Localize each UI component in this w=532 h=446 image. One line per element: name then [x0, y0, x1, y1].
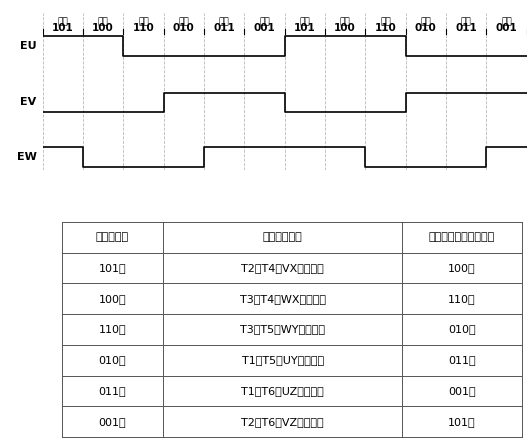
- Text: 001。: 001。: [99, 417, 126, 427]
- Text: 100。: 100。: [99, 293, 126, 304]
- Text: EW: EW: [16, 152, 37, 161]
- Text: EU: EU: [20, 41, 37, 51]
- Text: T1、T5（UY为高）。: T1、T5（UY为高）。: [242, 355, 324, 365]
- Text: T1、T6（UZ为高）。: T1、T6（UZ为高）。: [242, 386, 324, 396]
- Text: 011。: 011。: [448, 355, 476, 365]
- Text: EV: EV: [20, 97, 37, 107]
- Text: 导通功率管。: 导通功率管。: [263, 232, 303, 242]
- Text: 区间: 区间: [178, 17, 189, 26]
- Text: 区间: 区间: [259, 17, 270, 26]
- Text: 当前区间。: 当前区间。: [96, 232, 129, 242]
- Text: 011: 011: [213, 24, 235, 33]
- Text: 区间: 区间: [340, 17, 351, 26]
- Text: T3、T5（WY为高）。: T3、T5（WY为高）。: [240, 324, 325, 334]
- Text: 110: 110: [375, 24, 396, 33]
- Text: 100: 100: [334, 24, 356, 33]
- Text: 101: 101: [52, 24, 73, 33]
- Text: 011: 011: [455, 24, 477, 33]
- Text: 010: 010: [415, 24, 437, 33]
- Text: 区间: 区间: [219, 17, 229, 26]
- Text: 010: 010: [173, 24, 195, 33]
- Text: 001: 001: [254, 24, 276, 33]
- Text: 区间: 区间: [300, 17, 310, 26]
- Text: 101。: 101。: [448, 417, 476, 427]
- Text: 011。: 011。: [99, 386, 126, 396]
- Text: 区间: 区间: [138, 17, 149, 26]
- Text: T2、T4（VX为高）。: T2、T4（VX为高）。: [242, 263, 324, 273]
- Text: 010。: 010。: [448, 324, 476, 334]
- Text: 区间: 区间: [57, 17, 68, 26]
- Text: T2、T6（VZ为高）。: T2、T6（VZ为高）。: [242, 417, 324, 427]
- Text: T3、T4（WX为高）。: T3、T4（WX为高）。: [240, 293, 326, 304]
- Text: 010。: 010。: [99, 355, 126, 365]
- Text: 110: 110: [132, 24, 154, 33]
- Text: 区间: 区间: [461, 17, 471, 26]
- Text: 110。: 110。: [448, 293, 476, 304]
- Text: 100: 100: [92, 24, 114, 33]
- Text: 区间: 区间: [420, 17, 431, 26]
- Text: 区间: 区间: [501, 17, 512, 26]
- Text: 101: 101: [294, 24, 315, 33]
- Text: 101。: 101。: [99, 263, 126, 273]
- Text: 001。: 001。: [448, 386, 476, 396]
- Text: 110。: 110。: [99, 324, 126, 334]
- Text: 下一个区间（预期）。: 下一个区间（预期）。: [429, 232, 495, 242]
- Text: 100。: 100。: [448, 263, 476, 273]
- Text: 区间: 区间: [98, 17, 109, 26]
- Text: 001: 001: [496, 24, 518, 33]
- Text: 区间: 区间: [380, 17, 391, 26]
